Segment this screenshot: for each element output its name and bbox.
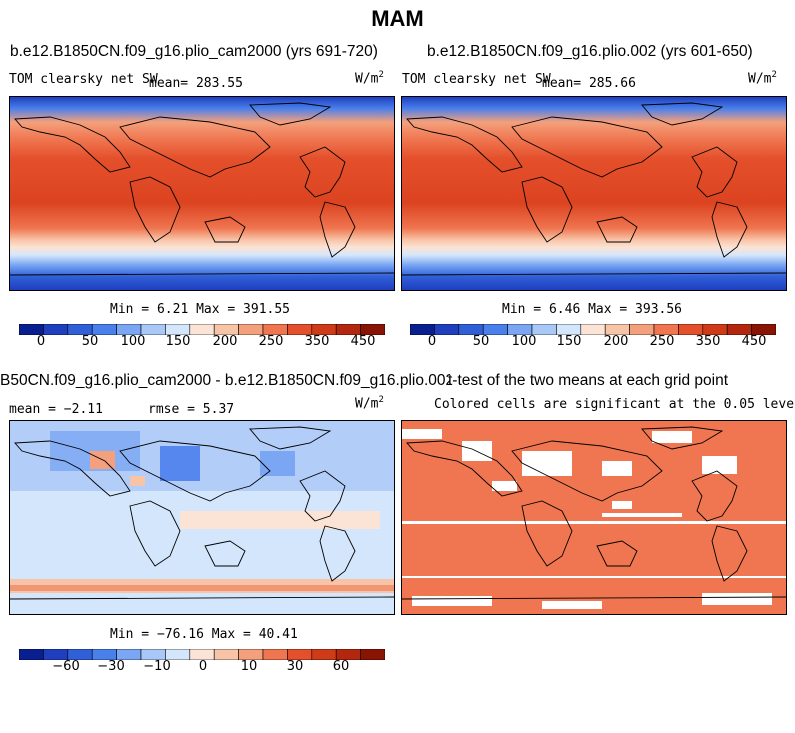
cb1-tick: 50 xyxy=(81,334,99,349)
panel1-map-svg xyxy=(10,97,394,290)
panel2-minmax: Min = 6.46 Max = 393.56 xyxy=(502,302,683,317)
colorbar-diff-svg xyxy=(18,648,386,661)
colorbar-abs-right-svg xyxy=(409,323,777,336)
panel3-units: W/m2 xyxy=(355,395,384,412)
cb2-tick: 250 xyxy=(649,334,675,349)
cb3-tick: 0 xyxy=(198,659,208,674)
cb1-tick: 350 xyxy=(304,334,330,349)
cb2-tick: 350 xyxy=(695,334,721,349)
panel4-subtitle: Colored cells are significant at the 0.0… xyxy=(434,397,795,412)
cb1-tick: 0 xyxy=(36,334,46,349)
panel3-map xyxy=(9,420,395,615)
colorbar-abs-left xyxy=(18,322,386,336)
page-title: MAM xyxy=(371,6,424,31)
panel3-mean: mean = −2.11 xyxy=(9,402,103,417)
cb1-tick: 450 xyxy=(350,334,376,349)
cb3-tick: −60 xyxy=(52,659,80,674)
panel3-map-svg xyxy=(10,421,394,614)
panel2-title: b.e12.B1850CN.f09_g16.plio.002 (yrs 601-… xyxy=(427,43,753,60)
colorbar-abs-left-svg xyxy=(18,323,386,336)
panel2-variable: TOM clearsky net SW xyxy=(402,72,551,87)
panel2-mean: mean= 285.66 xyxy=(542,76,636,91)
panel3-rmse: rmse = 5.37 xyxy=(148,402,235,417)
panel1-variable: TOM clearsky net SW xyxy=(9,72,158,87)
panel1-title: b.e12.B1850CN.f09_g16.plio_cam2000 (yrs … xyxy=(10,43,378,60)
panel3-minmax: Min = −76.16 Max = 40.41 xyxy=(110,627,298,642)
panel1-units: W/m2 xyxy=(355,70,384,87)
cb1-tick: 100 xyxy=(120,334,146,349)
cb2-tick: 0 xyxy=(427,334,437,349)
panel1-minmax: Min = 6.21 Max = 391.55 xyxy=(110,302,291,317)
panel3-title: B50CN.f09_g16.plio_cam2000 - b.e12.B1850… xyxy=(0,372,450,389)
cb2-tick: 200 xyxy=(603,334,629,349)
panel2-map-svg xyxy=(402,97,786,290)
cb2-tick: 50 xyxy=(472,334,490,349)
colorbar-diff xyxy=(18,647,386,661)
colorbar-abs-left-labels: 0 50 100 150 200 250 350 450 xyxy=(19,334,385,350)
cb3-tick: 60 xyxy=(332,659,350,674)
panel4-map xyxy=(401,420,787,615)
panel4-map-svg xyxy=(402,421,786,614)
cb2-tick: 150 xyxy=(556,334,582,349)
panel2-map xyxy=(401,96,787,291)
cb1-tick: 150 xyxy=(165,334,191,349)
colorbar-abs-right-labels: 0 50 100 150 200 250 350 450 xyxy=(410,334,776,350)
panel1-mean: mean= 283.55 xyxy=(149,76,243,91)
colorbar-abs-right xyxy=(409,322,777,336)
cb3-tick: 30 xyxy=(286,659,304,674)
panel1-map xyxy=(9,96,395,291)
cb1-tick: 250 xyxy=(258,334,284,349)
cb2-tick: 450 xyxy=(741,334,767,349)
colorbar-diff-labels: −60 −30 −10 0 10 30 60 xyxy=(19,659,385,675)
panel4-title: t-test of the two means at each grid poi… xyxy=(448,372,729,389)
cb3-tick: −10 xyxy=(143,659,171,674)
cb2-tick: 100 xyxy=(511,334,537,349)
cb3-tick: −30 xyxy=(97,659,125,674)
cb1-tick: 200 xyxy=(212,334,238,349)
cb3-tick: 10 xyxy=(240,659,258,674)
panel2-units: W/m2 xyxy=(748,70,777,87)
